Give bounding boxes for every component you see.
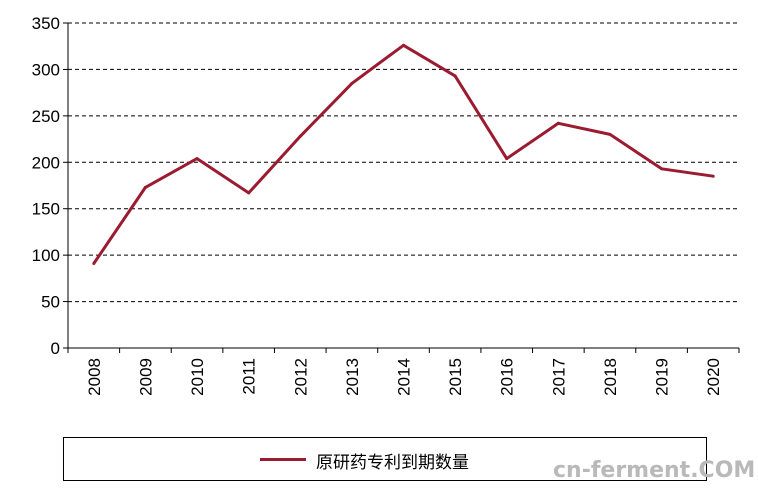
data-point (556, 121, 560, 125)
x-tick-label: 2019 (653, 358, 672, 396)
data-point (92, 262, 96, 265)
legend-label: 原研药专利到期数量 (316, 453, 469, 473)
legend-swatch (260, 458, 306, 461)
x-tick-label: 2011 (240, 358, 259, 395)
y-tick-label: 350 (32, 14, 60, 33)
y-tick-label: 150 (32, 200, 60, 219)
data-point (505, 157, 509, 161)
y-tick-labels: 0 50 100 150 200 250 300 350 (32, 14, 60, 358)
x-tick-label: 2010 (188, 358, 207, 396)
y-tick-label: 0 (51, 339, 60, 358)
data-point (247, 191, 251, 195)
x-tick-label: 2016 (498, 358, 517, 396)
y-tick-label: 300 (32, 60, 60, 79)
data-point (453, 74, 457, 78)
data-point (350, 81, 354, 85)
x-tick-label: 2014 (395, 358, 414, 396)
data-point (402, 43, 405, 47)
series-line (92, 43, 714, 265)
watermark: cn-ferment.COM (553, 458, 756, 483)
data-point (608, 132, 612, 136)
x-tick-label: 2017 (549, 358, 568, 396)
x-tick-label: 2008 (85, 358, 104, 396)
legend: 原研药专利到期数量 (63, 437, 707, 481)
data-point (195, 157, 199, 161)
y-tick-label: 200 (32, 153, 60, 172)
x-tick-label: 2015 (446, 358, 465, 396)
x-tick-label: 2012 (291, 358, 310, 396)
x-tick-labels: 2008 2009 2010 2011 2012 2013 2014 2015 2016 2017… (85, 358, 723, 396)
data-point (298, 134, 302, 138)
x-tick-label: 2018 (601, 358, 620, 396)
series-layer (92, 43, 715, 265)
x-tick-label: 2020 (704, 358, 723, 396)
y-tick-label: 50 (41, 293, 60, 312)
axes (63, 22, 740, 353)
y-tick-label: 250 (32, 107, 60, 126)
data-point (711, 174, 715, 178)
data-point (143, 185, 147, 189)
data-point (660, 167, 664, 171)
gridlines (68, 22, 739, 303)
y-tick-label: 100 (32, 246, 60, 265)
x-tick-label: 2009 (136, 358, 155, 396)
x-tick-label: 2013 (343, 358, 362, 396)
